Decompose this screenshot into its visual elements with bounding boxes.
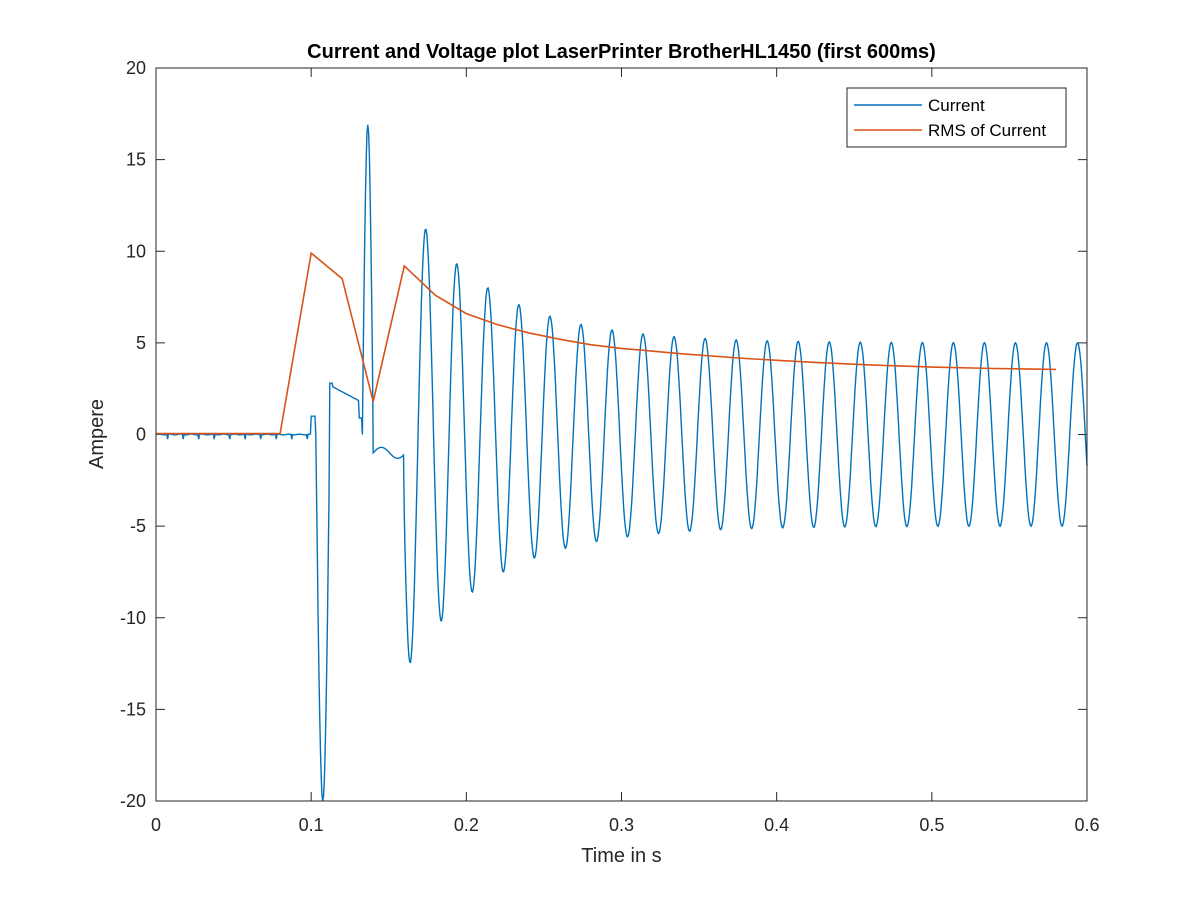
y-tick-label: 0 [136, 425, 146, 445]
legend-label-current: Current [928, 96, 985, 115]
series-line-current [155, 124, 1088, 802]
y-tick-label: -10 [120, 608, 146, 628]
x-tick-label: 0.2 [454, 815, 479, 835]
legend-label-rms: RMS of Current [928, 121, 1046, 140]
chart-title: Current and Voltage plot LaserPrinter Br… [307, 41, 936, 63]
y-axis-ticks: -20 -15 -10 -5 0 5 10 15 20 [120, 58, 1087, 811]
y-tick-label: 10 [126, 241, 146, 261]
legend-box [846, 87, 1067, 148]
y-tick-label: -20 [120, 791, 146, 811]
x-axis-ticks: 0 0.1 0.2 0.3 0.4 0.5 0.6 [151, 68, 1100, 835]
x-tick-label: 0.6 [1074, 815, 1099, 835]
x-tick-label: 0.1 [299, 815, 324, 835]
y-tick-label: -15 [120, 699, 146, 719]
x-axis-label: Time in s [581, 845, 661, 867]
y-tick-label: 15 [126, 150, 146, 170]
x-tick-label: 0.3 [609, 815, 634, 835]
x-tick-label: 0.5 [919, 815, 944, 835]
y-tick-label: -5 [130, 516, 146, 536]
y-tick-label: 20 [126, 58, 146, 78]
y-axis-label: Ampere [86, 399, 108, 469]
series-line-rms [156, 251, 1057, 435]
series-layer [155, 124, 1088, 802]
plot-frame [155, 67, 1088, 802]
x-tick-label: 0.4 [764, 815, 789, 835]
x-tick-label: 0 [151, 815, 161, 835]
y-tick-label: 5 [136, 333, 146, 353]
plot-area [156, 68, 1087, 801]
legend: Current RMS of Current [846, 87, 1067, 148]
